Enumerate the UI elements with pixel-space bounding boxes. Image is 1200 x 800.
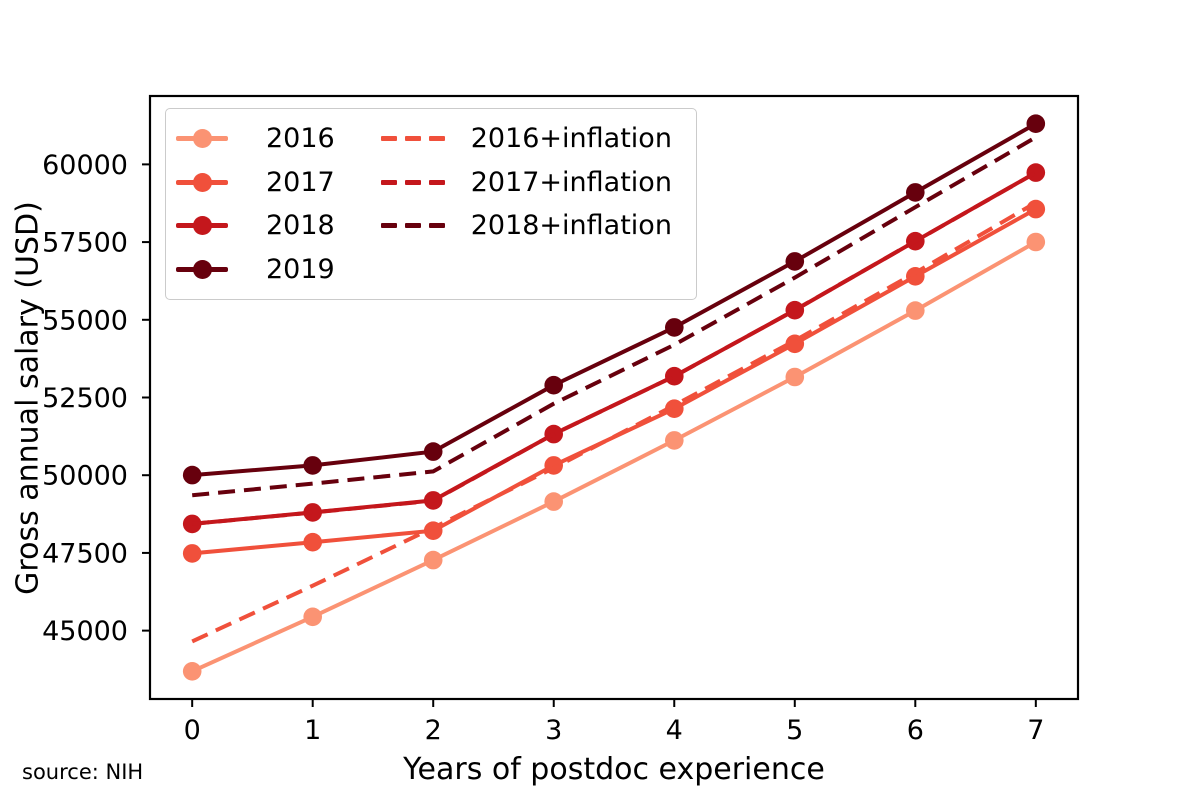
- legend-swatch-2016-icon: [176, 129, 240, 149]
- legend-label-2017: 2017: [266, 166, 335, 198]
- svg-text:60000: 60000: [42, 150, 128, 181]
- legend-label-2019: 2019: [266, 253, 335, 285]
- svg-text:5: 5: [786, 715, 803, 746]
- legend-swatch-2019-icon: [176, 259, 240, 279]
- svg-text:7: 7: [1027, 715, 1044, 746]
- svg-text:6: 6: [907, 715, 924, 746]
- legend-swatch-2018-inflation-icon: [380, 216, 445, 236]
- svg-text:0: 0: [184, 715, 201, 746]
- legend-label-2018-inflation: 2018+inflation: [470, 210, 672, 242]
- svg-text:55000: 55000: [42, 305, 128, 336]
- svg-text:57500: 57500: [42, 228, 128, 259]
- svg-text:50000: 50000: [42, 461, 128, 492]
- legend-label-2016-inflation: 2016+inflation: [470, 123, 672, 155]
- legend-swatch-2017-inflation-icon: [380, 172, 445, 192]
- svg-text:52500: 52500: [42, 383, 128, 414]
- svg-text:45000: 45000: [42, 616, 128, 647]
- legend-entry-2018-inflation: 2018+inflation: [380, 210, 672, 242]
- legend-entry-2019: 2019: [176, 256, 335, 283]
- legend-swatch-2018-icon: [176, 216, 240, 236]
- legend-swatch-2016-inflation-icon: [380, 129, 445, 149]
- legend-label-2018: 2018: [266, 210, 335, 242]
- legend-swatch-2017-icon: [176, 172, 240, 192]
- x-axis-label: Years of postdoc experience: [403, 752, 825, 787]
- legend-entry-2017-inflation: 2017+inflation: [380, 166, 672, 198]
- legend-entry-2017: 2017: [176, 169, 335, 196]
- legend-label-2017-inflation: 2017+inflation: [470, 166, 672, 198]
- svg-text:3: 3: [545, 715, 562, 746]
- svg-text:4: 4: [666, 715, 683, 746]
- legend-entry-2018: 2018: [176, 212, 335, 239]
- legend-entry-2016-inflation: 2016+inflation: [380, 123, 672, 155]
- svg-text:1: 1: [304, 715, 321, 746]
- legend: 2016 2017 2018 2019 2016+inflation 2017+…: [165, 108, 697, 300]
- svg-text:2: 2: [425, 715, 442, 746]
- source-note: source: NIH: [22, 760, 144, 784]
- svg-text:47500: 47500: [42, 538, 128, 569]
- y-axis-label: Gross annual salary (USD): [10, 201, 46, 595]
- legend-entry-2016: 2016: [176, 125, 335, 152]
- legend-label-2016: 2016: [266, 123, 335, 155]
